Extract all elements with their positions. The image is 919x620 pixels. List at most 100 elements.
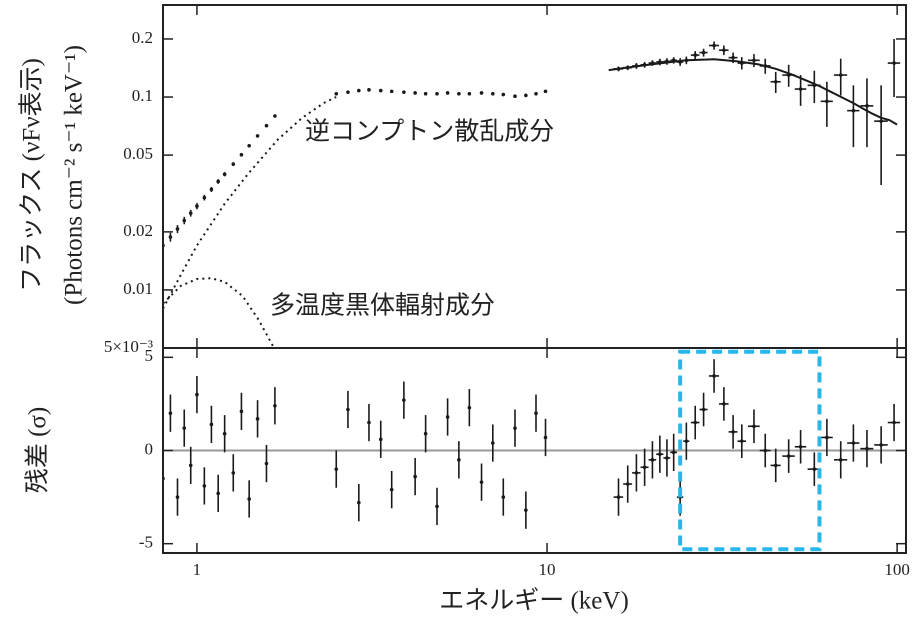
y-tick-label: 5×10⁻³ bbox=[104, 337, 153, 356]
data-point bbox=[479, 480, 484, 484]
data-point bbox=[222, 431, 227, 436]
data-point bbox=[367, 420, 371, 425]
data-point bbox=[239, 409, 244, 414]
y-tick-label: 5 bbox=[145, 346, 154, 365]
data-point bbox=[892, 420, 896, 425]
y-tick-label: 0 bbox=[145, 439, 154, 458]
data-point bbox=[168, 411, 173, 416]
data-point bbox=[175, 495, 180, 499]
model-component bbox=[163, 277, 274, 347]
data-point bbox=[752, 58, 756, 63]
data-point bbox=[879, 443, 883, 447]
data-point bbox=[273, 403, 277, 408]
data-point bbox=[389, 89, 394, 94]
data-point bbox=[216, 491, 220, 496]
data-point bbox=[798, 444, 803, 449]
data-point bbox=[825, 435, 829, 440]
data-point bbox=[731, 430, 735, 434]
data-point bbox=[642, 465, 647, 470]
x-tick-label: 100 bbox=[884, 560, 910, 579]
data-point bbox=[773, 463, 778, 468]
y-tick-label: 0.02 bbox=[123, 221, 153, 240]
y-tick-label: 0.05 bbox=[123, 144, 153, 163]
plot-area bbox=[163, 38, 901, 347]
y-tick-label: 0.1 bbox=[132, 86, 153, 105]
data-point bbox=[445, 91, 450, 95]
data-point bbox=[665, 456, 669, 460]
data-point bbox=[255, 417, 260, 421]
data-point bbox=[712, 43, 716, 48]
y-axis-label: 残差 (σ) bbox=[24, 407, 52, 493]
data-point bbox=[195, 392, 199, 397]
data-point bbox=[731, 55, 735, 60]
data-point bbox=[209, 187, 214, 192]
data-point bbox=[216, 179, 220, 184]
data-point bbox=[752, 424, 756, 429]
data-point bbox=[182, 218, 187, 223]
data-point bbox=[786, 454, 791, 458]
data-point bbox=[367, 88, 371, 92]
data-point bbox=[658, 452, 662, 457]
data-point bbox=[402, 90, 406, 94]
data-point bbox=[798, 87, 803, 91]
data-point bbox=[247, 497, 251, 501]
model-component bbox=[163, 96, 337, 310]
data-point bbox=[357, 500, 361, 505]
x-tick-label: 10 bbox=[539, 560, 556, 579]
data-point bbox=[264, 461, 269, 466]
data-point bbox=[175, 227, 180, 231]
data-point bbox=[188, 463, 193, 468]
data-point bbox=[389, 487, 394, 492]
data-point bbox=[195, 204, 199, 208]
data-point bbox=[838, 458, 843, 462]
highlight-box bbox=[678, 349, 822, 552]
data-point bbox=[202, 195, 207, 200]
data-point bbox=[334, 91, 339, 96]
data-point bbox=[467, 91, 472, 96]
data-point bbox=[231, 162, 236, 166]
x-tick-label: 1 bbox=[193, 560, 202, 579]
data-point bbox=[865, 446, 869, 451]
data-point bbox=[402, 398, 406, 402]
data-point bbox=[209, 422, 214, 427]
data-point bbox=[182, 426, 187, 430]
data-point bbox=[479, 91, 484, 95]
data-point bbox=[334, 467, 339, 471]
data-point bbox=[722, 402, 726, 406]
data-point bbox=[634, 471, 639, 475]
data-point bbox=[264, 123, 269, 128]
data-point bbox=[513, 94, 517, 99]
data-point bbox=[501, 495, 506, 499]
data-point bbox=[851, 108, 856, 113]
data-point bbox=[722, 48, 726, 52]
data-point bbox=[435, 91, 439, 96]
data-point bbox=[239, 152, 244, 157]
data-point bbox=[435, 504, 439, 509]
data-point bbox=[255, 134, 260, 138]
data-point bbox=[625, 482, 630, 486]
data-point bbox=[501, 92, 506, 97]
data-point bbox=[892, 61, 896, 65]
data-point bbox=[825, 99, 829, 104]
data-point bbox=[543, 89, 548, 94]
data-point bbox=[879, 119, 883, 123]
data-point bbox=[247, 143, 251, 148]
data-point bbox=[865, 104, 869, 108]
plot-area bbox=[163, 359, 906, 529]
data-point bbox=[231, 471, 236, 475]
data-point bbox=[491, 91, 495, 96]
y-tick-label: -5 bbox=[139, 533, 153, 552]
y-axis-label: (Photons cm⁻² s⁻¹ keV⁻¹) bbox=[61, 45, 88, 305]
data-point bbox=[851, 441, 856, 445]
data-point bbox=[524, 508, 528, 512]
data-point bbox=[684, 439, 689, 443]
data-point bbox=[650, 458, 655, 462]
data-point bbox=[513, 426, 517, 430]
data-point bbox=[357, 88, 361, 93]
y-axis-label: フラックス (νFν表示) bbox=[18, 58, 46, 292]
annotation: 逆コンプトン散乱成分 bbox=[305, 118, 554, 146]
y-tick-label: 0.01 bbox=[123, 279, 153, 298]
data-point bbox=[467, 405, 472, 410]
data-point bbox=[671, 450, 676, 455]
